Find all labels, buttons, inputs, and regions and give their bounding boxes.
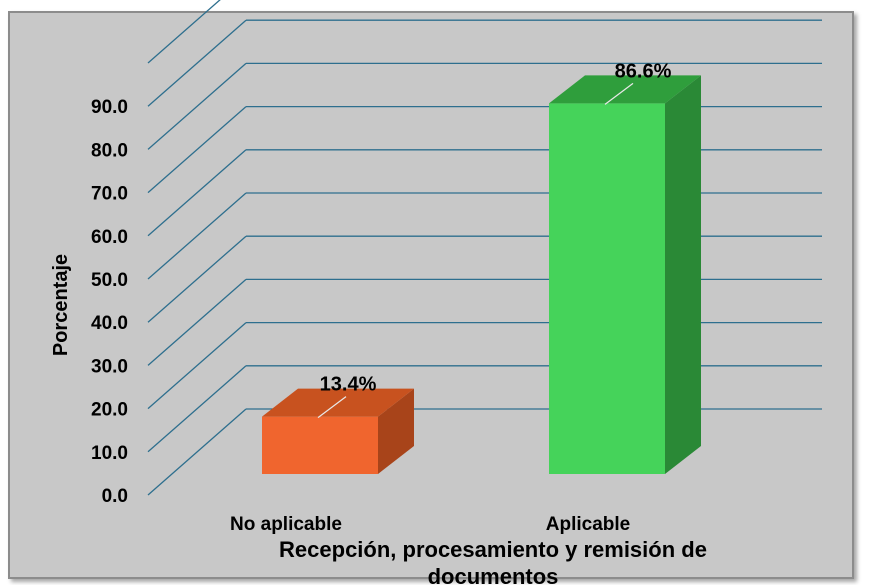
gridline-diagonal	[147, 322, 247, 410]
bar-front	[549, 103, 665, 475]
x-axis-title-line-2: documentos	[428, 564, 559, 585]
y-tick-label: 30.0	[91, 356, 128, 377]
y-tick-label: 70.0	[91, 184, 128, 205]
data-label: 13.4%	[320, 374, 377, 396]
y-tick-label: 90.0	[91, 97, 128, 118]
bar-side	[665, 75, 701, 475]
y-tick-label: 10.0	[91, 443, 128, 464]
data-label-leader	[317, 396, 347, 419]
y-tick-label: 0.0	[102, 486, 128, 507]
data-label: 86.6%	[615, 60, 672, 82]
gridlines	[147, 0, 822, 496]
y-axis-title: Porcentaje	[50, 254, 72, 356]
bar-side	[378, 388, 414, 474]
x-category-label: No aplicable	[230, 514, 342, 535]
gridline-diagonal	[147, 62, 247, 150]
bar-front	[262, 416, 378, 474]
data-labels: 13.4% No aplicable 86.6% Aplicable	[230, 60, 672, 535]
gridline-diagonal	[147, 106, 247, 194]
y-tick-label: 40.0	[91, 313, 128, 334]
gridline-diagonal	[147, 365, 247, 453]
y-tick-label: 20.0	[91, 400, 128, 421]
x-axis-title-line-1: Recepción, procesamiento y remisión de	[279, 537, 707, 562]
x-category-label: Aplicable	[546, 514, 630, 535]
y-tick-labels: 0.0 10.0 20.0 30.0 40.0 50.0 60.0 70.0 80.0 90.0	[91, 97, 128, 507]
y-tick-label: 80.0	[91, 140, 128, 161]
gridline-diagonal	[147, 149, 247, 237]
data-label-leader	[604, 82, 634, 105]
gridline-diagonal	[147, 235, 247, 323]
bars	[262, 75, 701, 475]
gridline-diagonal	[147, 192, 247, 280]
y-tick-label: 60.0	[91, 227, 128, 248]
gridline-diagonal	[147, 408, 247, 496]
gridline-diagonal	[147, 0, 221, 64]
gridline-diagonal	[147, 278, 247, 366]
gridline-diagonal	[147, 19, 247, 107]
y-tick-label: 50.0	[91, 270, 128, 291]
